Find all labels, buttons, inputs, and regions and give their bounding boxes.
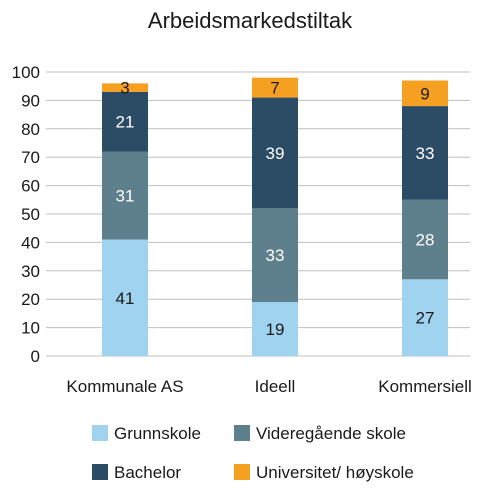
bar-segment (102, 91, 148, 152)
data-label: 31 (116, 187, 135, 206)
y-tick-label: 50 (21, 205, 40, 224)
y-tick-label: 30 (21, 262, 40, 281)
bar-segment (402, 279, 448, 356)
legend-label: Universitet/ høyskole (256, 463, 414, 482)
legend-swatch (234, 464, 250, 480)
y-tick-label: 20 (21, 290, 40, 309)
data-label: 39 (266, 144, 285, 163)
y-tick-label: 80 (21, 120, 40, 139)
y-tick-label: 10 (21, 319, 40, 338)
bars: 41 31 21 3 19 33 39 7 27 28 33 9 (102, 77, 448, 356)
data-label: 27 (416, 309, 435, 328)
data-label: 21 (116, 113, 135, 132)
y-tick-label: 60 (21, 177, 40, 196)
legend: Grunnskole Videregående skole Bachelor Univ… (92, 424, 414, 482)
x-axis: Kommunale AS Ideell Kommersiell (66, 377, 471, 396)
bar-segment (102, 83, 148, 92)
y-tick-label: 40 (21, 233, 40, 252)
data-label: 3 (120, 79, 129, 98)
data-label: 28 (416, 231, 435, 250)
x-category-label: Kommunale AS (66, 377, 183, 396)
legend-label: Bachelor (114, 463, 181, 482)
y-tick-label: 100 (12, 63, 40, 82)
data-label: 33 (416, 144, 435, 163)
y-tick-label: 70 (21, 148, 40, 167)
y-tick-label: 90 (21, 91, 40, 110)
y-tick-label: 0 (31, 347, 40, 366)
bar-segment (252, 302, 298, 356)
legend-label: Videregående skole (256, 424, 406, 443)
bar-segment (402, 80, 448, 107)
data-label: 41 (116, 289, 135, 308)
y-axis: 0 10 20 30 40 50 60 70 80 90 100 (12, 63, 40, 366)
data-label: 7 (270, 79, 279, 98)
legend-swatch (234, 425, 250, 441)
bar-segment (402, 199, 448, 280)
chart-title: Arbeidsmarkedstiltak (148, 8, 353, 33)
legend-swatch (92, 425, 108, 441)
bar-segment (252, 208, 298, 303)
bar-segment (102, 151, 148, 240)
data-label: 9 (420, 84, 429, 103)
bar-segment (252, 77, 298, 98)
legend-swatch (92, 464, 108, 480)
data-label: 33 (266, 246, 285, 265)
x-category-label: Ideell (255, 377, 296, 396)
bar-segment (102, 239, 148, 356)
legend-label: Grunnskole (114, 424, 201, 443)
x-category-label: Kommersiell (378, 377, 472, 396)
bar-segment (252, 97, 298, 209)
bar-segment (402, 106, 448, 200)
data-label: 19 (266, 320, 285, 339)
